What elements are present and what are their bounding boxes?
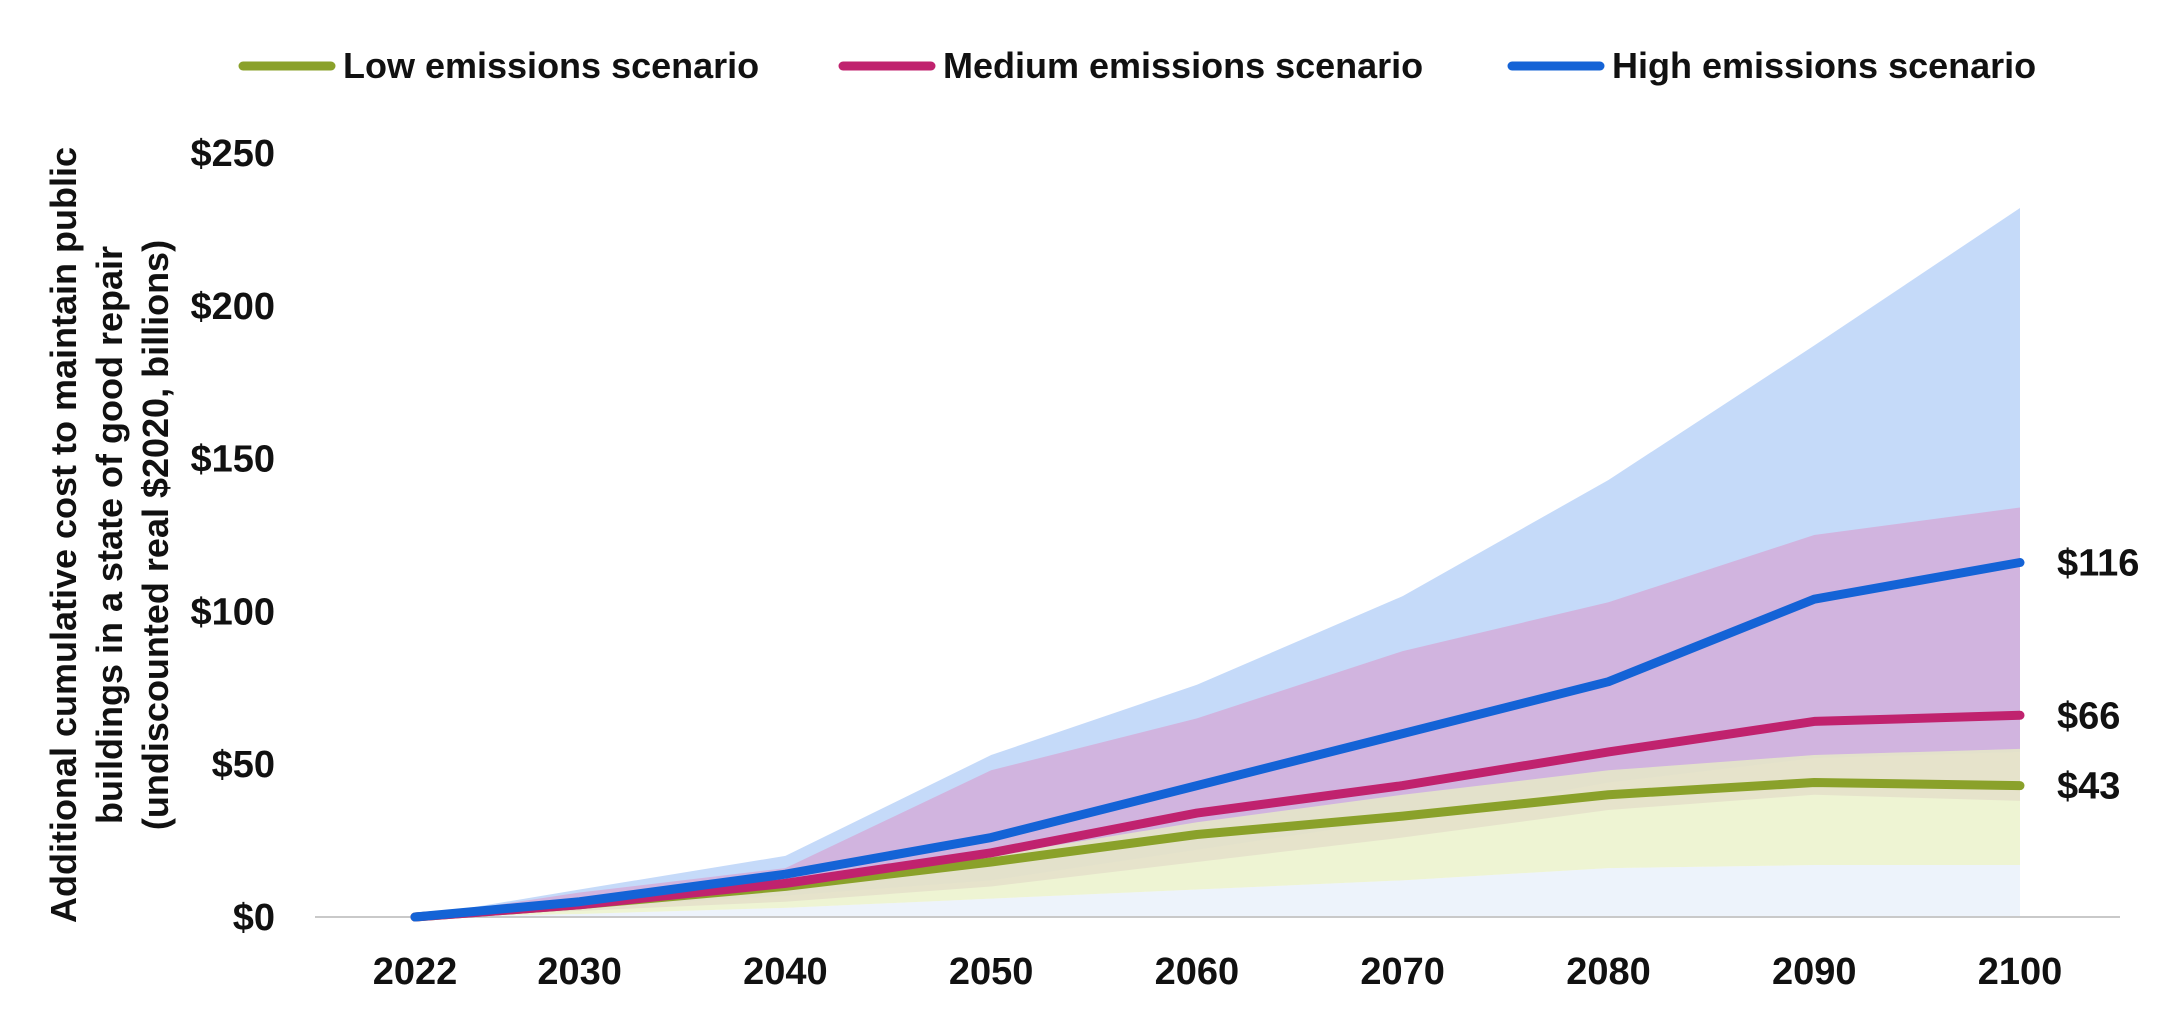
legend: Low emissions scenario Medium emissions s… xyxy=(238,45,2036,86)
data-point xyxy=(987,857,996,866)
data-point xyxy=(1810,778,1819,787)
x-tick-label: 2070 xyxy=(1360,951,1445,993)
x-tick-label: 2060 xyxy=(1155,951,1240,993)
legend-label: Low emissions scenario xyxy=(343,45,759,86)
data-point xyxy=(1192,830,1201,839)
data-point xyxy=(781,870,790,879)
data-point xyxy=(1192,781,1201,790)
y-axis-label-line: Additional cumulative cost to maintain p… xyxy=(43,147,84,923)
data-point xyxy=(1810,595,1819,604)
data-point xyxy=(1398,812,1407,821)
series-lines xyxy=(410,558,2025,922)
data-point xyxy=(2016,711,2024,720)
end-value-label: $66 xyxy=(2057,695,2120,737)
data-point xyxy=(987,833,996,842)
y-tick-label: $150 xyxy=(190,439,275,481)
data-point xyxy=(1398,781,1407,790)
y-tick-label: $200 xyxy=(190,286,275,328)
data-point xyxy=(1192,809,1201,818)
data-point xyxy=(781,879,790,888)
end-labels: $43 $66 $116 xyxy=(2057,543,2139,808)
range-band xyxy=(415,507,2020,917)
x-axis-ticks: 2022 2030 2040 2050 2060 2070 2080 2090 2100 xyxy=(373,951,2063,993)
y-axis-ticks: $0 $50 $100 $150 $200 $250 xyxy=(190,133,275,939)
data-point xyxy=(2016,558,2024,567)
y-tick-label: $100 xyxy=(190,591,275,633)
end-value-label: $43 xyxy=(2057,766,2120,808)
y-tick-label: $250 xyxy=(190,133,275,175)
data-point xyxy=(1604,790,1613,799)
data-point xyxy=(1398,729,1407,738)
x-tick-label: 2100 xyxy=(1978,951,2063,993)
data-point xyxy=(2016,781,2024,790)
legend-item: Low emissions scenario xyxy=(238,45,759,86)
end-value-label: $116 xyxy=(2057,543,2139,585)
data-point xyxy=(1810,717,1819,726)
x-tick-label: 2080 xyxy=(1566,951,1651,993)
x-tick-label: 2090 xyxy=(1772,951,1857,993)
data-point xyxy=(1604,747,1613,756)
y-axis-label: Additional cumulative cost to maintain p… xyxy=(43,147,176,923)
y-axis-label-line: buildings in a state of good repair xyxy=(89,246,130,824)
legend-label: High emissions scenario xyxy=(1612,45,2036,86)
x-tick-label: 2030 xyxy=(537,951,622,993)
y-axis-label-line: (undiscounted real $2020, billions) xyxy=(135,240,176,830)
y-tick-label: $0 xyxy=(233,897,275,939)
data-point xyxy=(987,848,996,857)
data-point xyxy=(1604,677,1613,686)
x-tick-label: 2022 xyxy=(373,951,458,993)
data-point xyxy=(575,897,584,906)
legend-item: High emissions scenario xyxy=(1507,45,2036,86)
legend-item: Medium emissions scenario xyxy=(838,45,1423,86)
data-point xyxy=(411,913,419,921)
x-tick-label: 2050 xyxy=(949,951,1034,993)
legend-label: Medium emissions scenario xyxy=(943,45,1423,86)
baseline-fill xyxy=(415,865,2020,917)
y-tick-label: $50 xyxy=(212,744,275,786)
x-tick-label: 2040 xyxy=(743,951,828,993)
